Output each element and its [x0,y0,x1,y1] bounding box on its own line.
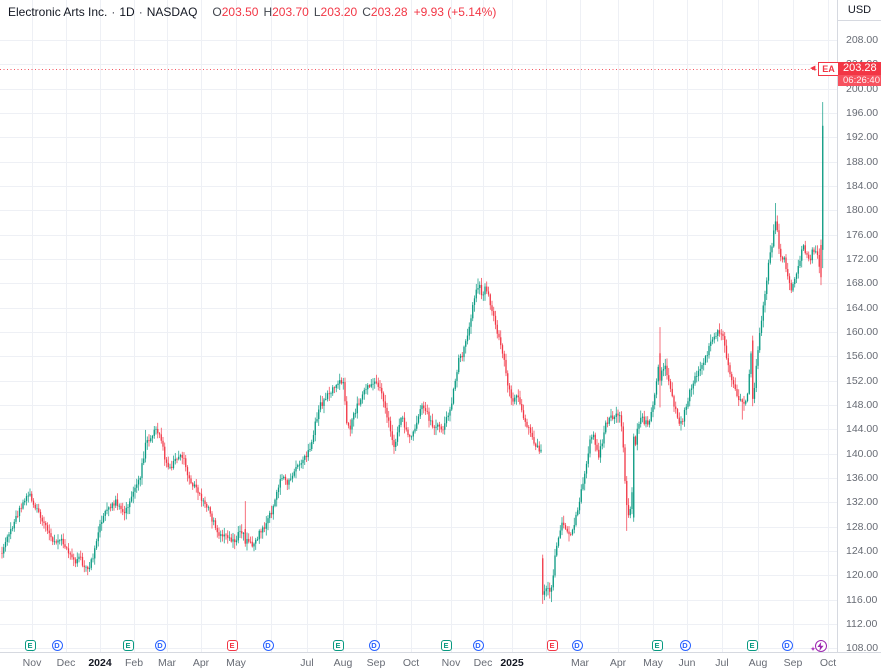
time-tick-label: Oct [819,657,837,669]
dividend-badge[interactable]: D [781,640,793,651]
earnings-badge[interactable]: E [226,640,238,651]
price-tick-label: 108.00 [846,642,879,655]
time-tick-label: Jun [678,657,696,669]
time-tick-label: Aug [748,657,768,669]
time-tick-label: Oct [402,657,420,669]
price-tick-label: 172.00 [846,252,879,265]
time-tick-label: Dec [473,657,493,669]
price-axis[interactable]: USD 208.00204.00200.00196.00192.00188.00… [837,0,881,671]
dividend-badge[interactable]: D [262,640,274,651]
time-tick-label: May [643,657,663,669]
earnings-badge[interactable]: E [546,640,558,651]
currency-label: USD [838,0,881,21]
time-tick-year-label: 2024 [88,657,112,669]
price-tick-label: 184.00 [846,179,879,192]
price-tick-label: 168.00 [846,277,879,290]
price-tick-label: 140.00 [846,447,879,460]
time-tick-label: Nov [22,657,42,669]
current-price-value: 203.28 [843,61,877,74]
price-marker-symbol: EA [818,61,839,76]
current-price-label[interactable]: 203.28 06:26:40 [838,61,881,86]
time-tick-label: Sep [783,657,803,669]
time-tick-label: Apr [192,657,210,669]
chart-plot-area[interactable]: Electronic Arts Inc. · 1D · NASDAQ O203.50 H20… [0,0,839,653]
price-tick-label: 164.00 [846,301,879,314]
price-marker-arrow: ◀ [810,65,816,73]
symbol-title[interactable]: Electronic Arts Inc. [8,5,108,19]
time-tick-label: Sep [366,657,386,669]
price-tick-label: 148.00 [846,398,879,411]
change-value: +9.93 (+5.14%) [413,5,497,19]
ohlc-letter: L [313,5,321,19]
ohlc-letter: O [212,5,222,19]
dividend-badge[interactable]: D [368,640,380,651]
dividend-badge[interactable]: D [571,640,583,651]
time-tick-label: Mar [570,657,590,669]
ohlc-letter: C [362,5,371,19]
earnings-badge[interactable]: E [746,640,758,651]
price-tick-label: 128.00 [846,520,879,533]
time-tick-year-label: 2025 [500,657,524,669]
time-tick-label: May [226,657,246,669]
earnings-badge[interactable]: E [440,640,452,651]
dividend-badge[interactable]: D [154,640,166,651]
time-tick-label: Jul [715,657,729,669]
time-tick-label: Feb [124,657,144,669]
time-axis[interactable]: Nov Dec 2024 Feb Mar Apr May Jul Aug Sep Oct Nov Dec… [0,652,881,671]
ohlc-value: 203.50 [221,5,259,19]
time-tick-label: Jul [300,657,314,669]
interval-label[interactable]: 1D [119,5,135,19]
price-tick-label: 120.00 [846,569,879,582]
price-tick-label: 112.00 [846,617,878,630]
price-tick-label: 160.00 [846,325,879,338]
dividend-badge[interactable]: D [472,640,484,651]
price-tick-label: 124.00 [846,544,879,557]
time-tick-label: Mar [157,657,177,669]
symbol-legend[interactable]: Electronic Arts Inc. · 1D · NASDAQ O203.50 H20… [8,5,496,19]
exchange-label: NASDAQ [146,5,198,19]
time-tick-label: Nov [441,657,461,669]
price-tick-label: 116.00 [846,593,878,606]
dividend-badge[interactable]: D [51,640,63,651]
price-tick-label: 192.00 [846,131,879,144]
flash-event-icon[interactable]: ✦ [811,640,827,653]
price-tick-label: 156.00 [846,350,879,363]
price-tick-label: 144.00 [846,423,879,436]
price-tick-label: 176.00 [846,228,879,241]
earnings-badge[interactable]: E [651,640,663,651]
time-tick-label: Apr [609,657,627,669]
dividend-badge[interactable]: D [679,640,691,651]
time-tick-label: Dec [56,657,76,669]
ohlc-value: 203.28 [370,5,408,19]
legend-separator: · [111,5,116,19]
price-tick-label: 180.00 [846,204,879,217]
sparkle-icon: ✦ [810,647,816,653]
price-tick-label: 132.00 [846,496,879,509]
price-tick-label: 188.00 [846,155,879,168]
price-tick-label: 200.00 [846,82,879,95]
price-tick-label: 208.00 [846,34,879,46]
earnings-badge[interactable]: E [24,640,36,651]
legend-separator: · [138,5,143,19]
ohlc-value: 203.70 [272,5,309,19]
ohlc-values: O203.50 H203.70 L203.20 C203.28 [207,5,407,19]
bar-countdown: 06:26:40 [838,74,881,86]
earnings-badge[interactable]: E [332,640,344,651]
price-tick-label: 152.00 [846,374,879,387]
price-tick-label: 196.00 [846,106,879,119]
ohlc-letter: H [263,5,273,19]
price-tick-label: 136.00 [846,471,879,484]
events-row: E D E D E D E D E D E D E D E D ✦ [24,640,827,653]
candlestick-canvas[interactable] [0,0,837,652]
ohlc-value: 203.20 [320,5,358,19]
time-tick-label: Aug [333,657,353,669]
earnings-badge[interactable]: E [122,640,134,651]
